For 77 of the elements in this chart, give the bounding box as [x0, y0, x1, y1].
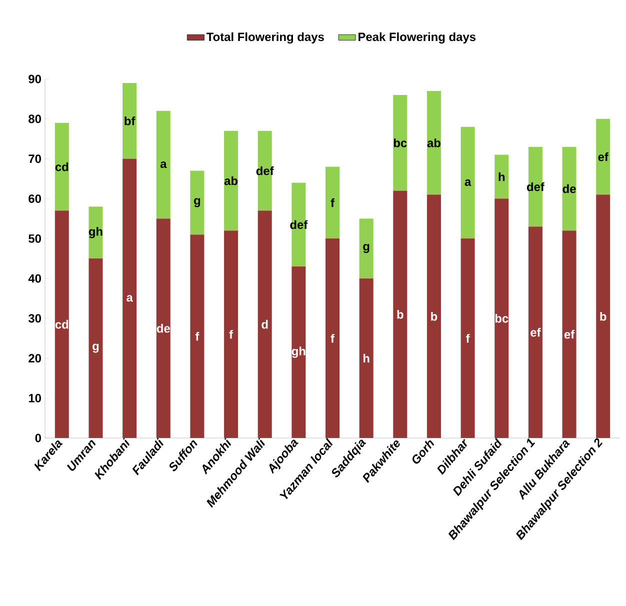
data-label: b	[600, 312, 606, 321]
data-label: a	[126, 295, 133, 302]
data-label: ef	[598, 152, 608, 162]
bar	[460, 238, 475, 438]
bar	[326, 166, 340, 239]
data-label: g	[363, 244, 370, 254]
bar	[393, 190, 408, 438]
data-label: h	[498, 172, 505, 182]
data-label: cd	[55, 162, 68, 172]
bar	[359, 278, 374, 438]
data-label: g	[92, 344, 99, 353]
bar	[426, 194, 441, 438]
y-tick-label: 80	[28, 114, 41, 124]
data-label: cd	[55, 320, 68, 329]
data-label: de	[156, 324, 170, 333]
bar	[122, 82, 137, 159]
bar	[258, 130, 272, 211]
y-tick-label: 40	[28, 274, 41, 283]
bar	[359, 218, 374, 278]
y-tick-label: 50	[28, 234, 41, 243]
data-label: f	[330, 334, 335, 343]
bar	[88, 206, 103, 258]
y-tick-label: 10	[28, 394, 41, 402]
data-label: b	[431, 312, 438, 321]
data-label: bc	[495, 314, 508, 323]
data-label: f	[229, 330, 234, 339]
bar	[326, 238, 340, 438]
y-tick-label: 30	[28, 314, 41, 323]
bar	[54, 210, 69, 438]
data-label: h	[364, 354, 370, 363]
bar	[528, 146, 542, 227]
data-label: f	[466, 334, 470, 343]
data-label: f	[330, 198, 335, 207]
bar	[156, 218, 170, 438]
bar	[426, 90, 441, 195]
data-label: gh	[88, 226, 102, 238]
data-label: bf	[124, 116, 136, 126]
data-label: f	[195, 332, 200, 341]
data-label: ab	[427, 138, 440, 148]
bar	[494, 198, 509, 438]
y-tick-label: 0	[35, 434, 41, 442]
data-label: g	[194, 198, 200, 208]
bar	[258, 210, 272, 438]
y-tick-label: 70	[28, 154, 41, 164]
bar	[460, 126, 475, 239]
bar	[190, 234, 204, 438]
data-label: de	[562, 184, 576, 194]
data-label: a	[464, 179, 472, 186]
bar	[562, 146, 576, 231]
bar	[393, 94, 408, 191]
bar	[88, 258, 103, 438]
bar	[122, 158, 137, 438]
bar	[292, 182, 306, 266]
bar	[528, 226, 542, 438]
y-tick-label: 90	[28, 74, 41, 84]
data-label: a	[160, 161, 167, 168]
bar	[156, 110, 170, 219]
data-label: gh	[292, 346, 306, 358]
data-label: b	[397, 310, 404, 319]
legend-label: Total Flowering days	[206, 32, 324, 44]
data-label: bc	[394, 138, 407, 148]
bar	[596, 118, 610, 195]
y-tick-label: 60	[28, 194, 41, 203]
bar	[494, 154, 509, 199]
bar	[562, 230, 576, 438]
data-label: ef	[530, 328, 541, 337]
bar	[292, 266, 306, 438]
bar	[54, 122, 69, 211]
bar	[224, 230, 238, 438]
data-label: d	[262, 320, 268, 329]
data-label: ef	[564, 330, 575, 339]
bar	[224, 130, 238, 231]
data-label: ab	[224, 176, 238, 186]
bar	[190, 170, 204, 235]
bar	[596, 194, 610, 438]
y-tick-label: 20	[28, 354, 41, 362]
legend-label: Peak Flowering days	[358, 32, 476, 44]
